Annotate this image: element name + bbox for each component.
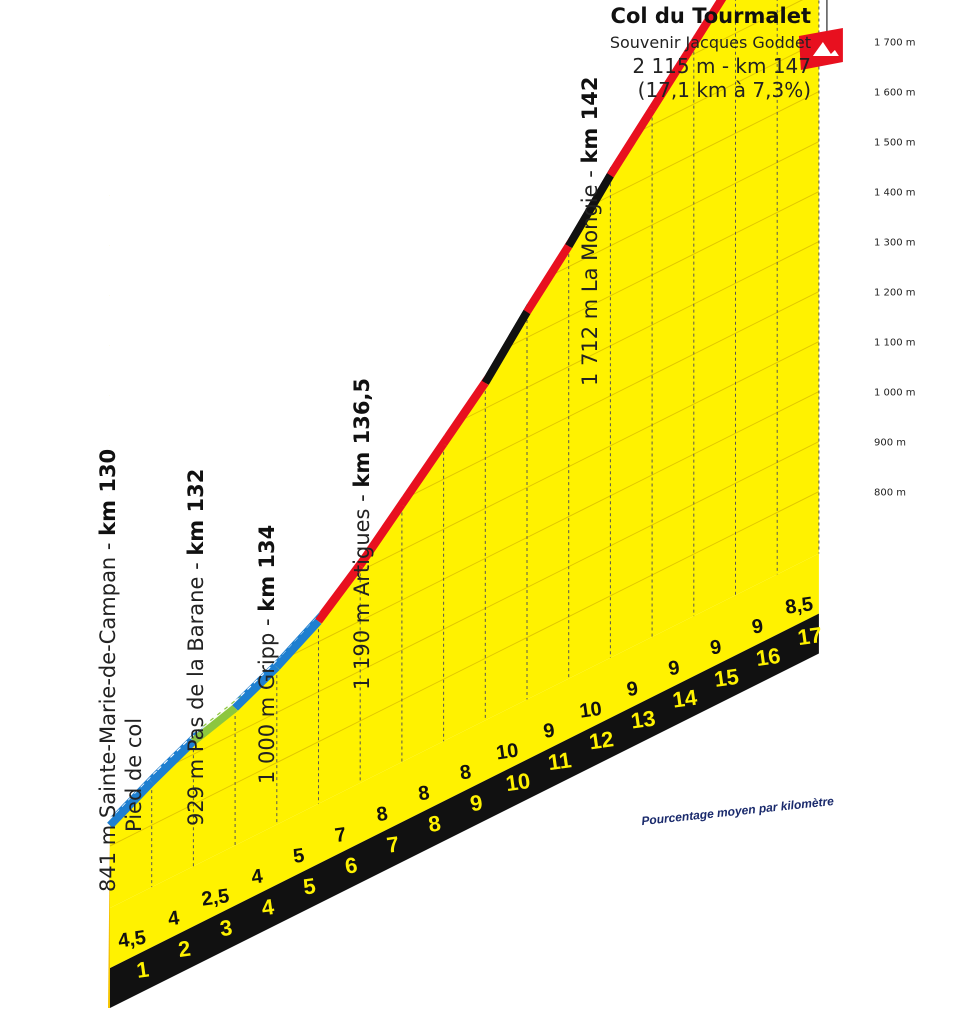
- gradient-label-12: 10: [578, 698, 603, 723]
- y-tick-label-8: 1 600 m: [874, 88, 916, 99]
- legend-note: Pourcentage moyen par kilomètre: [641, 794, 835, 828]
- ridge-front-1: [107, 779, 155, 829]
- gradient-label-15: 9: [709, 636, 723, 659]
- ridge-front-8: [398, 441, 447, 507]
- grid-line-1: [109, 441, 820, 797]
- y-tick-label-4: 1 200 m: [874, 288, 916, 299]
- km-number-15: 15: [713, 664, 741, 692]
- waypoint-label-3: 1 190 m Artigues - km 136,5: [350, 377, 374, 690]
- base-band: [110, 613, 819, 1008]
- gradient-label-14: 9: [667, 657, 681, 680]
- summit-altitude-km: 2 115 m - km 147: [632, 54, 811, 78]
- gradient-label-2: 4: [167, 907, 182, 930]
- gradient-label-5: 5: [292, 845, 306, 868]
- ridge-centerline-2: [157, 728, 200, 771]
- km-number-5: 5: [302, 873, 318, 899]
- ridge-front-4: [232, 664, 280, 711]
- y-tick-label-5: 1 300 m: [874, 238, 916, 249]
- km-number-4: 4: [260, 894, 276, 921]
- grid-line-0: [109, 491, 820, 847]
- ridge-centerline-4: [240, 654, 284, 697]
- ridge-front-14: [648, 41, 698, 112]
- ridge-front-12: [565, 173, 614, 249]
- y-tick-label-6: 1 400 m: [874, 188, 916, 199]
- profile-face: [110, 0, 819, 908]
- km-number-16: 16: [754, 643, 782, 671]
- y-tick-label-1: 900 m: [874, 438, 906, 449]
- ridge-front-2: [148, 738, 197, 786]
- km-number-6: 6: [343, 852, 359, 878]
- gradient-label-4: 4: [250, 865, 265, 888]
- gradient-label-7: 8: [375, 803, 389, 826]
- gradient-label-11: 9: [542, 719, 556, 742]
- ridge-front-15: [690, 0, 727, 46]
- gradient-label-17: 8,5: [784, 593, 815, 619]
- waypoint-label-2: 1 000 m Gripp - km 134: [255, 524, 279, 784]
- ridge-front-11: [523, 244, 573, 315]
- waypoint-label-1: 929 m Pas de la Barane - km 132: [184, 468, 208, 826]
- waypoint-label-4: 1 712 m La Mongie - km 142: [578, 76, 602, 386]
- km-number-2: 2: [177, 936, 193, 962]
- y-tick-label-9: 1 700 m: [874, 38, 916, 49]
- km-number-13: 13: [629, 705, 657, 733]
- ridge-front-13: [607, 107, 656, 178]
- gradient-label-6: 7: [333, 824, 347, 847]
- km-number-10: 10: [504, 768, 532, 796]
- waypoint-label-0: 841 m Sainte-Marie-de-Campan - km 130: [96, 448, 120, 892]
- ridge-front-7: [356, 502, 406, 568]
- ridge-front-5: [273, 618, 322, 670]
- km-number-7: 7: [385, 831, 401, 857]
- summit-name: Col du Tourmalet: [610, 4, 811, 28]
- ridge-front-3: [190, 704, 238, 745]
- right-cover: [818, 0, 979, 554]
- gradient-label-13: 9: [625, 678, 639, 701]
- gradient-label-1: 4,5: [117, 927, 148, 953]
- km-number-17: 17: [796, 622, 824, 650]
- ridge-front-9: [440, 380, 489, 446]
- gradient-label-9: 8: [459, 761, 473, 784]
- gradient-label-3: 2,5: [200, 885, 231, 911]
- y-tick-label-7: 1 500 m: [874, 138, 916, 149]
- summit-climb-stats: (17,1 km à 7,3%): [637, 78, 811, 102]
- km-number-9: 9: [468, 790, 484, 816]
- gradient-strip: [110, 553, 819, 968]
- km-number-8: 8: [427, 811, 443, 837]
- y-tick-label-3: 1 100 m: [874, 338, 916, 349]
- gradient-label-10: 10: [495, 740, 520, 765]
- ridge-front-6: [315, 563, 364, 624]
- gradient-label-16: 9: [750, 615, 764, 638]
- y-tick-label-2: 1 000 m: [874, 388, 916, 399]
- km-number-1: 1: [135, 956, 151, 982]
- gradient-label-8: 8: [417, 782, 431, 805]
- left-side-face: [108, 825, 110, 1008]
- summit-subtitle: Souvenir Jacques Goddet: [609, 33, 811, 52]
- ridge-front-10: [481, 309, 531, 385]
- km-number-11: 11: [546, 747, 573, 775]
- flag-mountain-glyph: [812, 42, 839, 56]
- km-number-12: 12: [587, 726, 615, 754]
- y-tick-label-0: 800 m: [874, 488, 906, 499]
- waypoint-note-0: Pied de col: [122, 717, 146, 832]
- km-number-3: 3: [218, 915, 234, 941]
- km-number-14: 14: [671, 684, 699, 712]
